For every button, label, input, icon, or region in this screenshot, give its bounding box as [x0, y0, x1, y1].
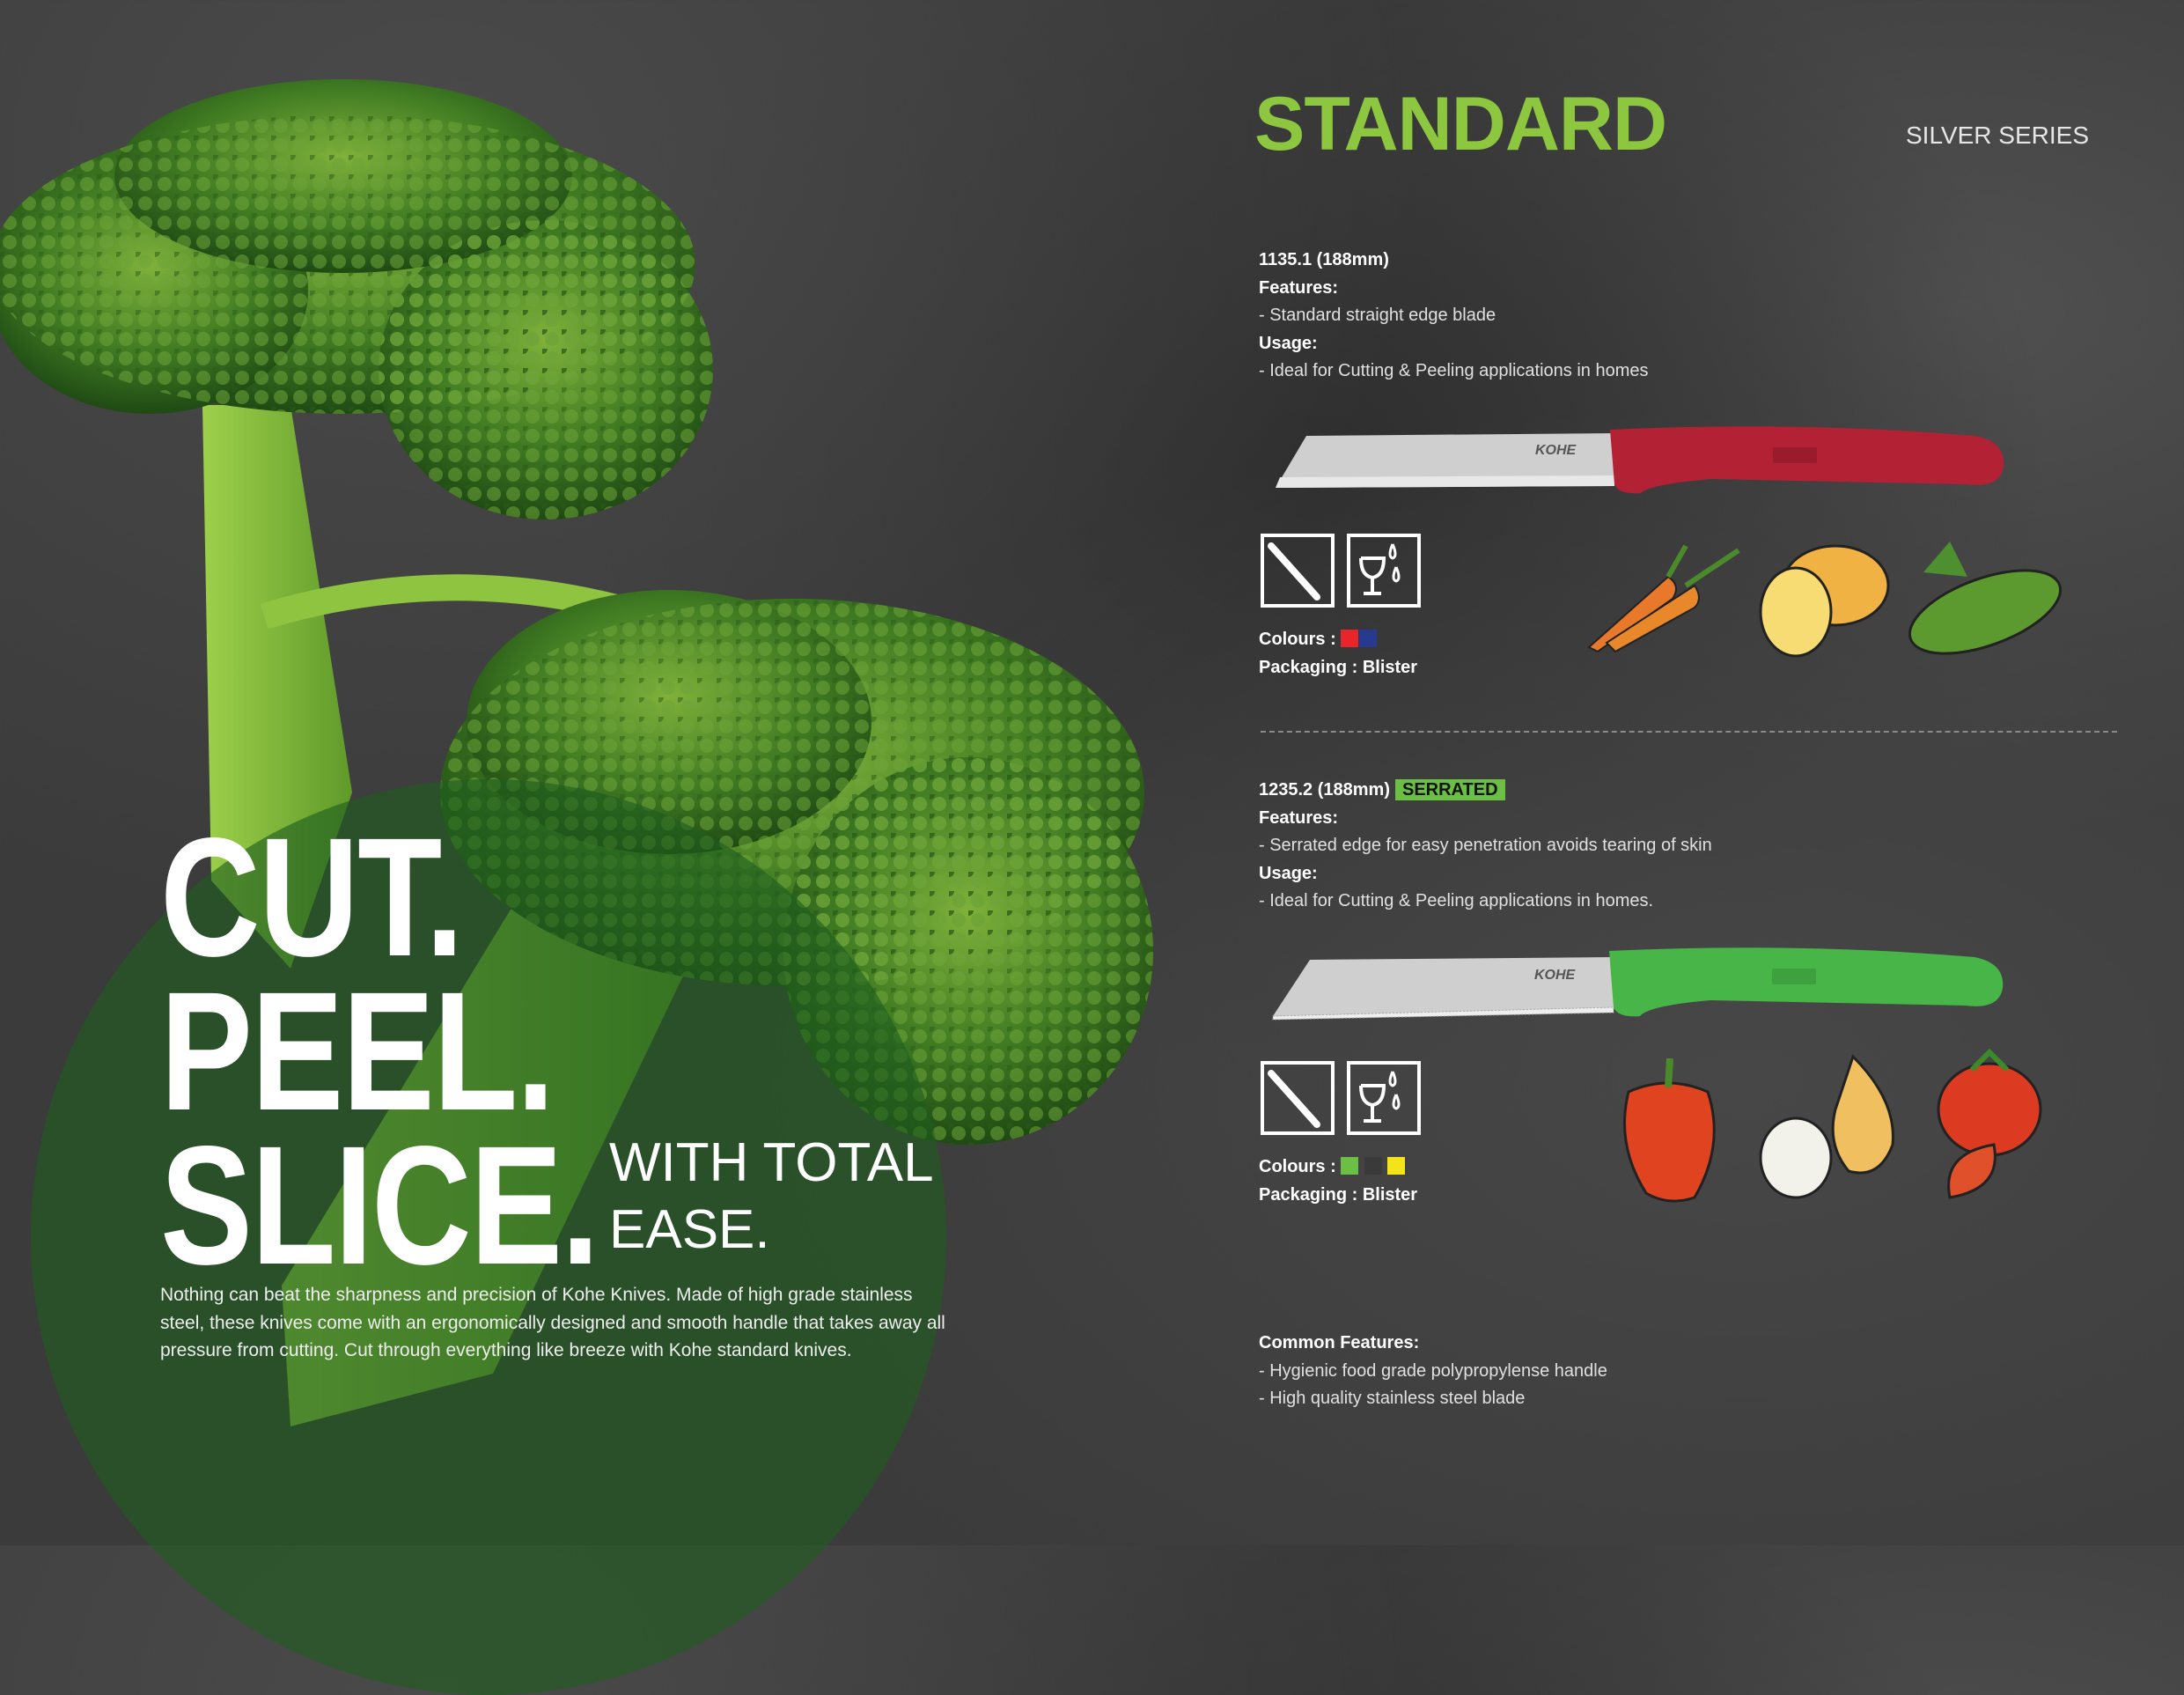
product-1-icons	[1261, 534, 1421, 608]
feature: - Serrated edge for easy penetration avo…	[1259, 836, 1712, 855]
common-feature-item: - High quality stainless steel blade	[1259, 1389, 1526, 1408]
knife-image-red: KOHE	[1276, 426, 2004, 494]
product-2-info: 1235.2 (188mm) SERRATED Features: - Serra…	[1259, 777, 1712, 916]
colour-swatch-green	[1341, 1157, 1359, 1175]
knife-brand: KOHE	[1534, 968, 1577, 983]
vegetables-carrot-potato-cucumber	[1587, 542, 2063, 658]
knife-brand: KOHE	[1535, 443, 1577, 458]
cucumber-icon	[1908, 542, 2063, 655]
tomato-icon	[1937, 1048, 2042, 1199]
bell-pepper-icon	[1623, 1058, 1716, 1203]
product-1-meta: Colours : Packaging : Blister	[1259, 626, 1417, 682]
product-2-meta: Colours : Packaging : Blister	[1259, 1153, 1417, 1209]
packaging: Packaging : Blister	[1259, 1184, 1418, 1205]
knife-icon	[1261, 1061, 1335, 1135]
knife-icon	[1261, 534, 1335, 608]
onion-garlic-icon	[1759, 1054, 1894, 1199]
knife-image-green: KOHE	[1272, 947, 2004, 1021]
series-label: SILVER SERIES	[1905, 122, 2089, 149]
colours-label: Colours :	[1259, 630, 1336, 649]
page-title: STANDARD	[1254, 82, 1667, 166]
usage-label: Usage:	[1259, 863, 1318, 883]
usage: - Ideal for Cutting & Peeling applicatio…	[1259, 361, 1649, 380]
carrot-icon	[1587, 544, 1740, 653]
colours-label: Colours :	[1259, 1157, 1336, 1176]
tagline-line1: WITH TOTAL	[609, 1132, 934, 1193]
headline-slice: SLICE.	[160, 1110, 599, 1300]
dishwasher-safe-icon	[1347, 1061, 1421, 1135]
green-circle-overlay	[31, 779, 946, 1695]
dishwasher-safe-icon	[1347, 534, 1421, 608]
feature: - Standard straight edge blade	[1259, 306, 1496, 325]
product-2-icons	[1261, 1061, 1421, 1135]
colour-swatch-dark	[1364, 1157, 1383, 1175]
product-1-info: 1135.1 (188mm) Features: - Standard stra…	[1259, 247, 1648, 386]
vegetables-pepper-onion-tomato	[1623, 1048, 2042, 1203]
common-feature-item: - Hygienic food grade polypropylense han…	[1259, 1360, 1607, 1381]
potato-icon	[1759, 544, 1890, 658]
colour-swatch-yellow	[1387, 1157, 1406, 1175]
model: 1235.2 (188mm)	[1259, 780, 1390, 800]
colour-swatch-red	[1341, 630, 1359, 647]
common-features: Common Features: - Hygienic food grade p…	[1259, 1330, 1607, 1413]
common-features-label: Common Features:	[1259, 1333, 1420, 1352]
section-divider	[1261, 731, 2117, 733]
usage: - Ideal for Cutting & Peeling applicatio…	[1259, 891, 1654, 910]
headline-cut: CUT.	[160, 802, 464, 991]
usage-label: Usage:	[1259, 333, 1318, 353]
model: 1135.1 (188mm)	[1259, 250, 1389, 269]
features-label: Features:	[1259, 277, 1339, 298]
intro-paragraph: Nothing can beat the sharpness and preci…	[160, 1285, 945, 1360]
colour-swatch-blue	[1359, 630, 1378, 647]
tagline-line2: EASE.	[609, 1199, 770, 1260]
serrated-badge: SERRATED	[1394, 779, 1505, 800]
features-label: Features:	[1259, 807, 1339, 828]
headline-peel: PEEL.	[160, 956, 555, 1146]
packaging: Packaging : Blister	[1259, 657, 1418, 677]
